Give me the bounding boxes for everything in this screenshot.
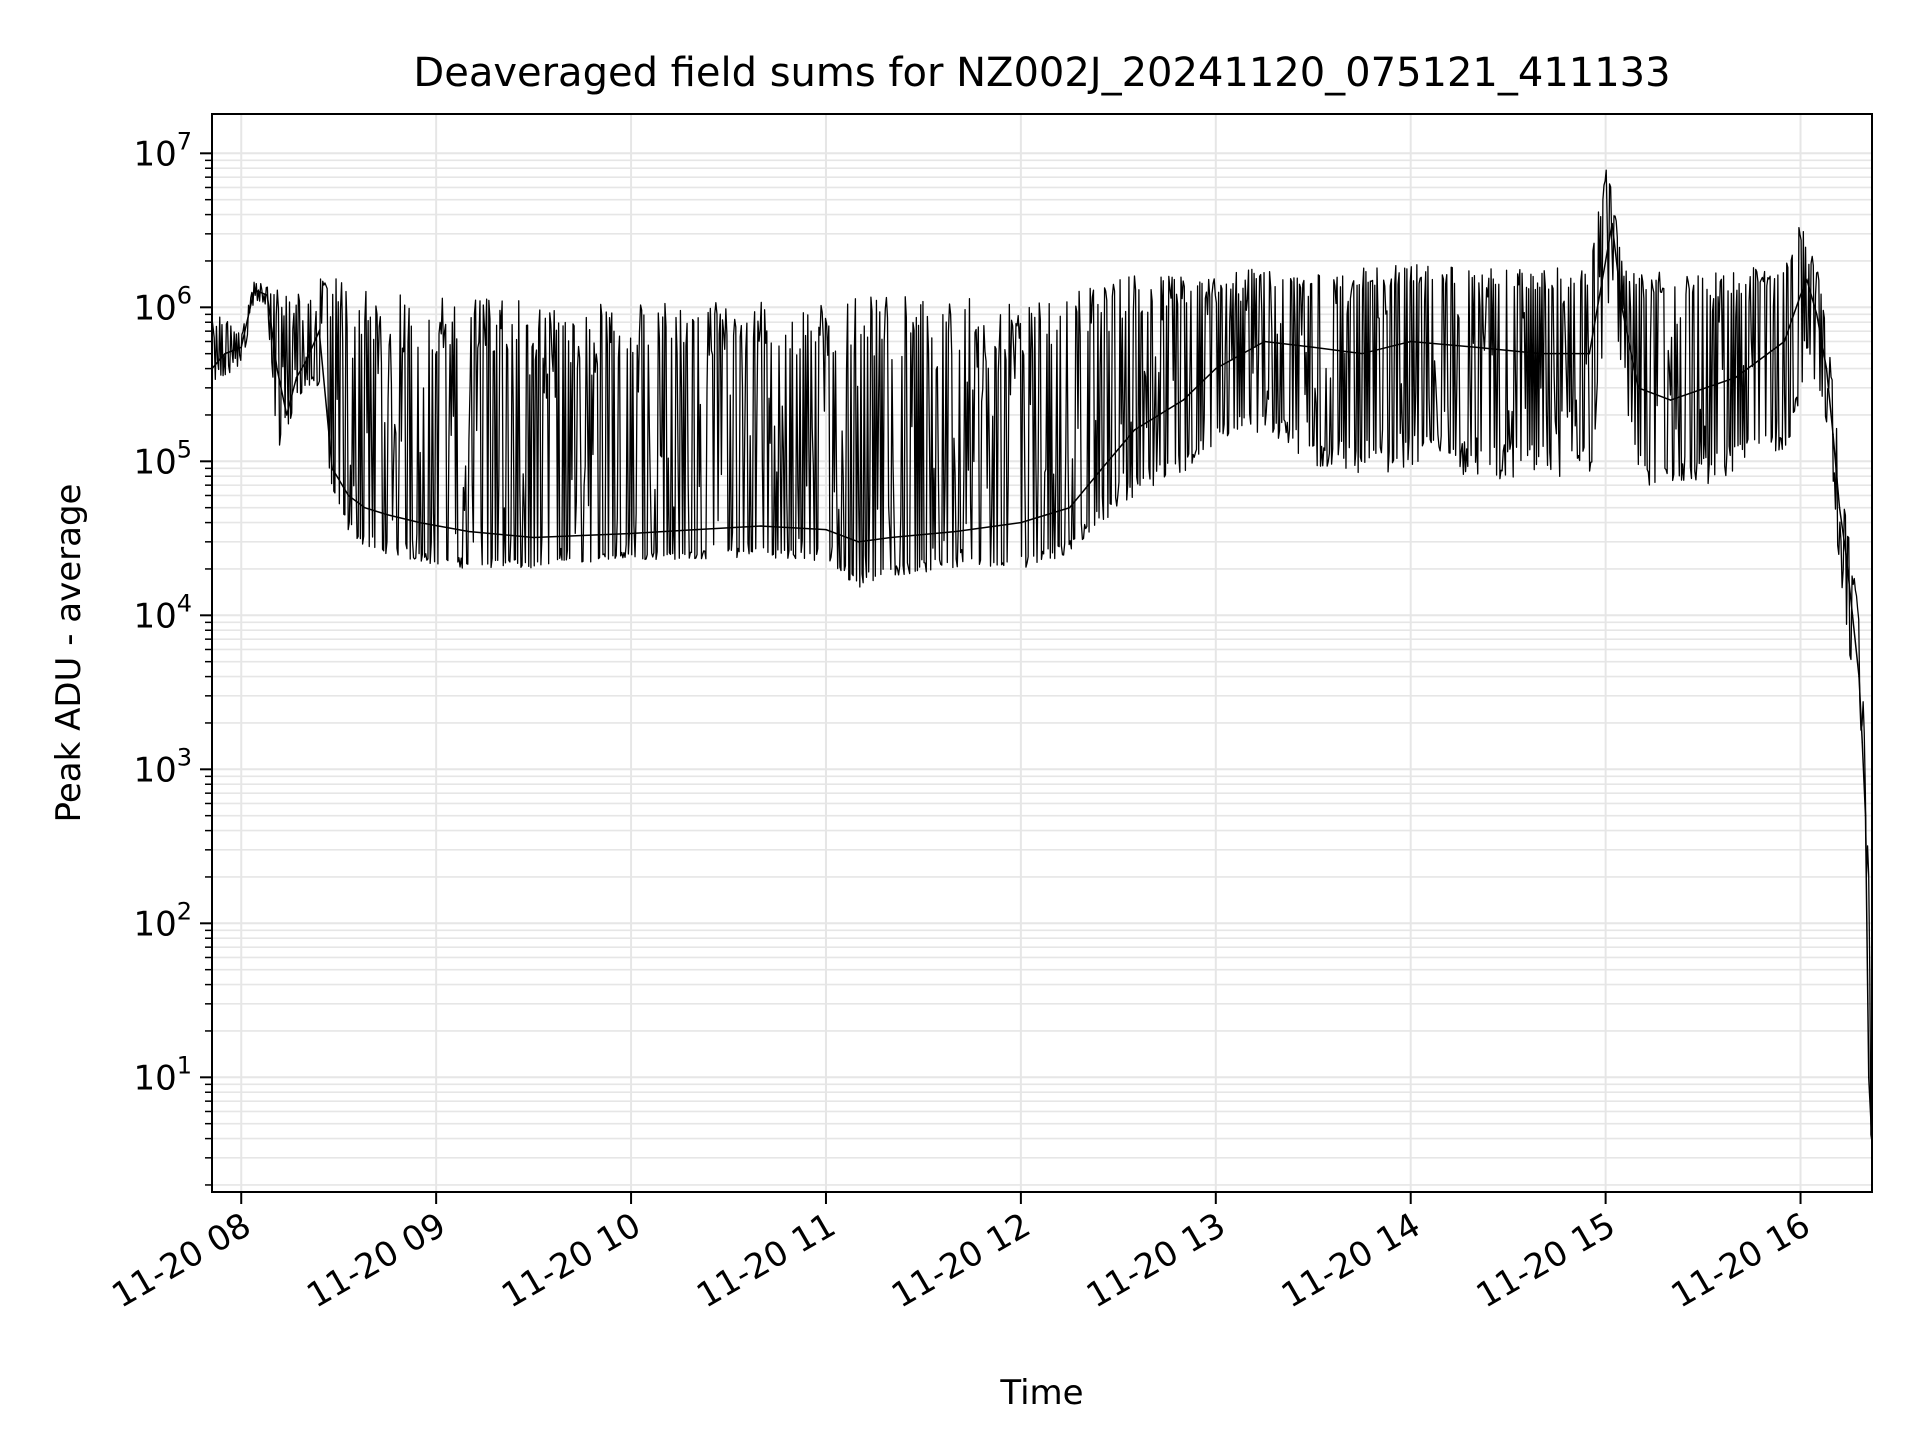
data-point — [1604, 260, 1607, 262]
data-point — [1409, 340, 1412, 343]
data-point — [363, 506, 366, 509]
data-point — [305, 359, 308, 362]
data-point — [276, 367, 278, 370]
data-point — [955, 530, 957, 533]
data-point — [1806, 279, 1808, 281]
chart-title: Deaveraged field sums for NZ002J_2024112… — [413, 50, 1670, 96]
data-point — [253, 288, 256, 291]
x-axis-label: Time — [999, 1373, 1083, 1413]
data-point — [760, 525, 762, 527]
data-point — [1361, 352, 1363, 355]
data-point — [347, 494, 350, 497]
data-point — [1851, 614, 1854, 617]
data-point — [224, 352, 226, 355]
y-tick-label: 107 — [133, 127, 192, 174]
data-point — [419, 521, 421, 524]
data-point — [1621, 306, 1623, 309]
y-tick-label: 104 — [133, 589, 192, 636]
plot-frame — [211, 113, 1873, 1193]
data-point — [1825, 367, 1828, 370]
data-point — [1861, 741, 1864, 743]
data-point — [1182, 399, 1185, 401]
data-point — [1858, 675, 1860, 678]
data-point — [1133, 429, 1136, 431]
data-point — [1214, 367, 1217, 370]
data-point — [1101, 467, 1103, 470]
data-point — [1845, 553, 1847, 555]
data-point — [467, 530, 470, 533]
data-point — [1734, 376, 1737, 379]
y-tick-label: 106 — [133, 281, 192, 328]
data-point — [532, 536, 535, 539]
data-point — [1669, 399, 1672, 401]
data-point — [1867, 1076, 1870, 1079]
data-point — [1611, 222, 1613, 225]
data-point — [285, 414, 288, 416]
data-point — [386, 513, 389, 516]
data-point — [857, 541, 860, 543]
data-point — [695, 528, 697, 531]
y-tick-label: 101 — [133, 1051, 192, 1098]
y-axis-label: Peak ADU - average — [49, 484, 89, 823]
data-point — [1068, 506, 1071, 509]
data-point — [1020, 521, 1022, 524]
data-point — [266, 294, 269, 296]
y-tick-label: 102 — [133, 897, 192, 944]
y-tick-label: 105 — [133, 435, 192, 482]
data-point — [1864, 814, 1867, 817]
data-point — [295, 376, 298, 379]
data-point — [581, 534, 584, 537]
y-tick-label: 103 — [133, 743, 192, 790]
data-point — [1588, 352, 1591, 355]
data-point — [1783, 340, 1786, 343]
data-point — [1539, 352, 1542, 355]
data-point — [1815, 313, 1818, 316]
plot-area — [211, 169, 1873, 1143]
data-point — [1637, 387, 1639, 389]
data-point — [890, 536, 892, 539]
data-point — [1312, 346, 1315, 349]
data-point — [630, 532, 632, 535]
data-point — [318, 330, 321, 332]
data-point — [1838, 506, 1841, 509]
data-point — [1474, 346, 1477, 349]
data-point — [331, 467, 333, 470]
series-line — [211, 169, 1873, 1143]
data-point — [1832, 433, 1834, 435]
series-trend-line — [211, 223, 1873, 1143]
data-point — [1263, 340, 1266, 343]
data-point — [240, 346, 243, 349]
data-point — [1799, 294, 1802, 296]
data-point — [825, 528, 827, 531]
